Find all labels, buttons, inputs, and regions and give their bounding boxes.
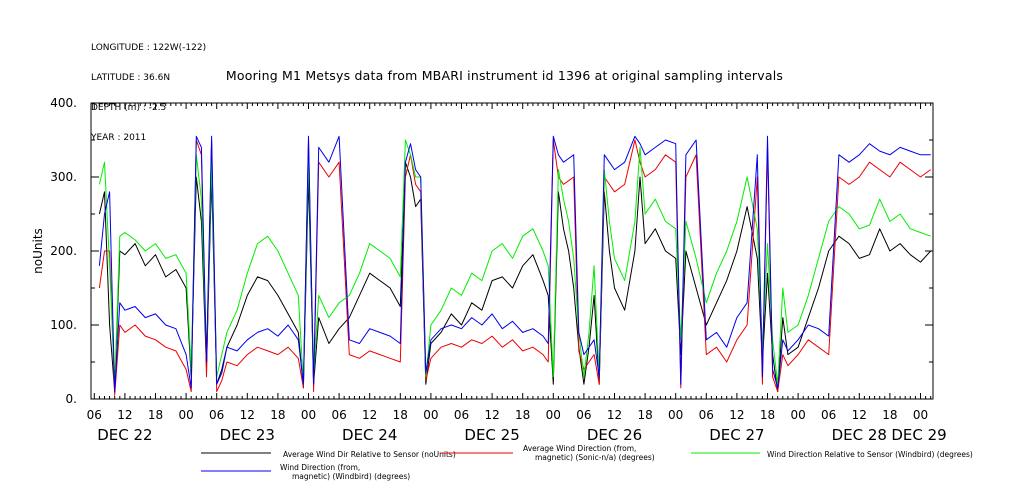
- x-tick-label: 06: [331, 408, 346, 422]
- x-day-label: DEC 28: [832, 426, 887, 444]
- x-tick-label: 18: [882, 408, 897, 422]
- x-tick-label: 12: [852, 408, 867, 422]
- x-tick-label: 00: [301, 408, 316, 422]
- x-tick-label: 18: [270, 408, 285, 422]
- x-tick-label: 00: [178, 408, 193, 422]
- x-tick-label: 12: [484, 408, 499, 422]
- x-tick-label: 00: [546, 408, 561, 422]
- x-tick-label: 18: [393, 408, 408, 422]
- x-tick-label: 00: [913, 408, 928, 422]
- x-tick-label: 18: [148, 408, 163, 422]
- x-tick-label: 06: [87, 408, 102, 422]
- series-line-4: [98, 135, 931, 393]
- y-tick-label: 200.: [50, 244, 77, 258]
- x-tick-label: 12: [240, 408, 255, 422]
- x-tick-label: 00: [423, 408, 438, 422]
- series-line-1: [98, 161, 932, 393]
- x-tick-label: 12: [729, 408, 744, 422]
- series-line-2: [98, 139, 931, 396]
- x-tick-label: 12: [607, 408, 622, 422]
- x-tick-label: 12: [362, 408, 377, 422]
- plot-frame: [90, 102, 934, 400]
- x-tick-label: 06: [821, 408, 836, 422]
- x-day-label: DEC 26: [587, 426, 642, 444]
- x-tick-label: 00: [668, 408, 683, 422]
- x-day-label: DEC 23: [220, 426, 275, 444]
- legend-label-3: Wind Direction Relative to Sensor (Windb…: [767, 450, 973, 459]
- x-tick-label: 06: [454, 408, 469, 422]
- axes: 0. 100. 200. 300. 400. noUnits 06 12 18 00 06 12 18 0…: [31, 96, 947, 444]
- meta-depth: DEPTH (m) : -2.5: [91, 103, 167, 113]
- x-tick-label: 06: [209, 408, 224, 422]
- y-axis-label: noUnits: [31, 228, 45, 274]
- legend-label-2: Average Wind Direction (from, magnetic) (…: [523, 444, 655, 462]
- x-day-label: DEC 27: [709, 426, 764, 444]
- series-lines: [98, 135, 932, 396]
- x-day-label: DEC 29: [891, 426, 946, 444]
- x-tick-label: 12: [117, 408, 132, 422]
- y-tick-label: 400.: [50, 96, 77, 110]
- y-tick-label: 0.: [66, 392, 77, 406]
- x-day-label: DEC 24: [342, 426, 397, 444]
- x-day-label: DEC 22: [97, 426, 152, 444]
- x-tick-label: 18: [637, 408, 652, 422]
- legend-label-4: Wind Direction (from, magnetic) (Windbird…: [280, 463, 410, 481]
- meta-latitude: LATITUDE : 36.6N: [91, 73, 171, 83]
- x-day-label: DEC 25: [464, 426, 519, 444]
- x-tick-label: 00: [790, 408, 805, 422]
- meta-year: YEAR : 2011: [91, 133, 147, 143]
- series-line-3: [98, 139, 931, 385]
- legend-label-1: Average Wind Dir Relative to Sensor (noU…: [283, 450, 456, 459]
- x-tick-label: 06: [699, 408, 714, 422]
- legend: Average Wind Dir Relative to Sensor (noU…: [201, 444, 973, 481]
- y-tick-label: 300.: [50, 170, 77, 184]
- meta-longitude: LONGITUDE : 122W(-122): [91, 43, 207, 53]
- metadata-block: LONGITUDE : 122W(-122) LATITUDE : 36.6N …: [91, 23, 206, 153]
- y-tick-label: 100.: [50, 318, 77, 332]
- x-tick-label: 18: [515, 408, 530, 422]
- x-tick-label: 18: [760, 408, 775, 422]
- x-tick-label: 06: [576, 408, 591, 422]
- chart-title: Mooring M1 Metsys data from MBARI instru…: [225, 68, 784, 83]
